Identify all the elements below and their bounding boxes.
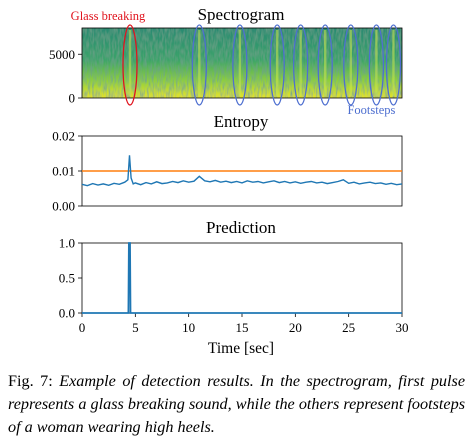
- spectrogram-pulse: [324, 30, 327, 96]
- spectrogram-pulse: [276, 30, 279, 96]
- prediction-x-tick-label: 5: [132, 320, 139, 335]
- spectrogram-y-tick-label: 0: [69, 91, 76, 106]
- figure-caption: Fig. 7: Example of detection results. In…: [8, 370, 465, 439]
- footstep-marker: [368, 24, 385, 106]
- spectrogram-annotations: Glass breaking Footsteps: [71, 9, 402, 117]
- prediction-y-axis: 0.0 0.5 1.0: [59, 236, 82, 321]
- prediction-y-tick-label: 1.0: [59, 236, 75, 251]
- footstep-marker: [385, 24, 402, 106]
- caption-label: Fig. 7:: [8, 372, 53, 390]
- entropy-title: Entropy: [214, 112, 269, 131]
- prediction-series-line: [82, 242, 402, 314]
- footstep-marker: [269, 24, 285, 106]
- prediction-x-tick-label: 30: [396, 320, 409, 335]
- entropy-series-line: [81, 155, 403, 187]
- entropy-y-tick-label: 0.02: [52, 129, 75, 144]
- footstep-marker: [317, 24, 333, 106]
- prediction-x-tick-label: 10: [182, 320, 195, 335]
- spectrogram-pulse: [128, 30, 132, 96]
- spectrogram-pulse: [238, 30, 242, 96]
- footstep-marker: [191, 24, 207, 106]
- footsteps-label: Footsteps: [347, 103, 395, 117]
- prediction-panel: Prediction 0.0 0.5 1.0 0 5 10 15 20 25 30 Time […: [59, 218, 409, 357]
- entropy-plot: [81, 155, 403, 187]
- spectrogram-pulse: [349, 30, 352, 96]
- prediction-plot: [82, 242, 402, 314]
- footstep-marker: [343, 24, 359, 106]
- spectrogram-y-axis: 0 5000: [49, 47, 82, 106]
- figure: Spectrogram 0 5000 Glass breaking Footstep…: [49, 5, 409, 357]
- prediction-x-tick-label: 15: [236, 320, 249, 335]
- entropy-panel: Entropy 0.00 0.01 0.02: [52, 112, 403, 214]
- glass-breaking-marker: [122, 24, 138, 106]
- entropy-y-tick-label: 0.01: [52, 164, 75, 179]
- footstep-marker: [232, 24, 248, 106]
- spectrogram-pulse: [299, 30, 302, 96]
- prediction-x-axis: 0 5 10 15 20 25 30: [79, 313, 409, 335]
- prediction-y-tick-label: 0.5: [59, 271, 75, 286]
- prediction-x-tick-label: 0: [79, 320, 86, 335]
- spectrogram-y-tick-label: 5000: [49, 47, 75, 62]
- spectrogram-stripes: [128, 30, 395, 96]
- footstep-marker: [293, 24, 309, 106]
- x-axis-label: Time [sec]: [208, 340, 274, 357]
- entropy-y-tick-label: 0.00: [52, 199, 75, 214]
- spectrogram-title: Spectrogram: [198, 5, 285, 24]
- prediction-y-tick-label: 0.0: [59, 306, 75, 321]
- spectrogram-panel: Spectrogram 0 5000 Glass breaking Footstep…: [49, 5, 403, 117]
- spectrogram-pulse: [198, 30, 201, 96]
- spectrogram-pulse: [375, 30, 378, 96]
- prediction-x-tick-label: 25: [342, 320, 355, 335]
- prediction-x-tick-label: 20: [289, 320, 302, 335]
- spectrogram-pulse: [392, 30, 395, 96]
- glass-breaking-label: Glass breaking: [71, 9, 146, 23]
- entropy-y-axis: 0.00 0.01 0.02: [52, 129, 82, 214]
- caption-text: Example of detection results. In the spe…: [8, 372, 466, 436]
- prediction-title: Prediction: [206, 218, 276, 237]
